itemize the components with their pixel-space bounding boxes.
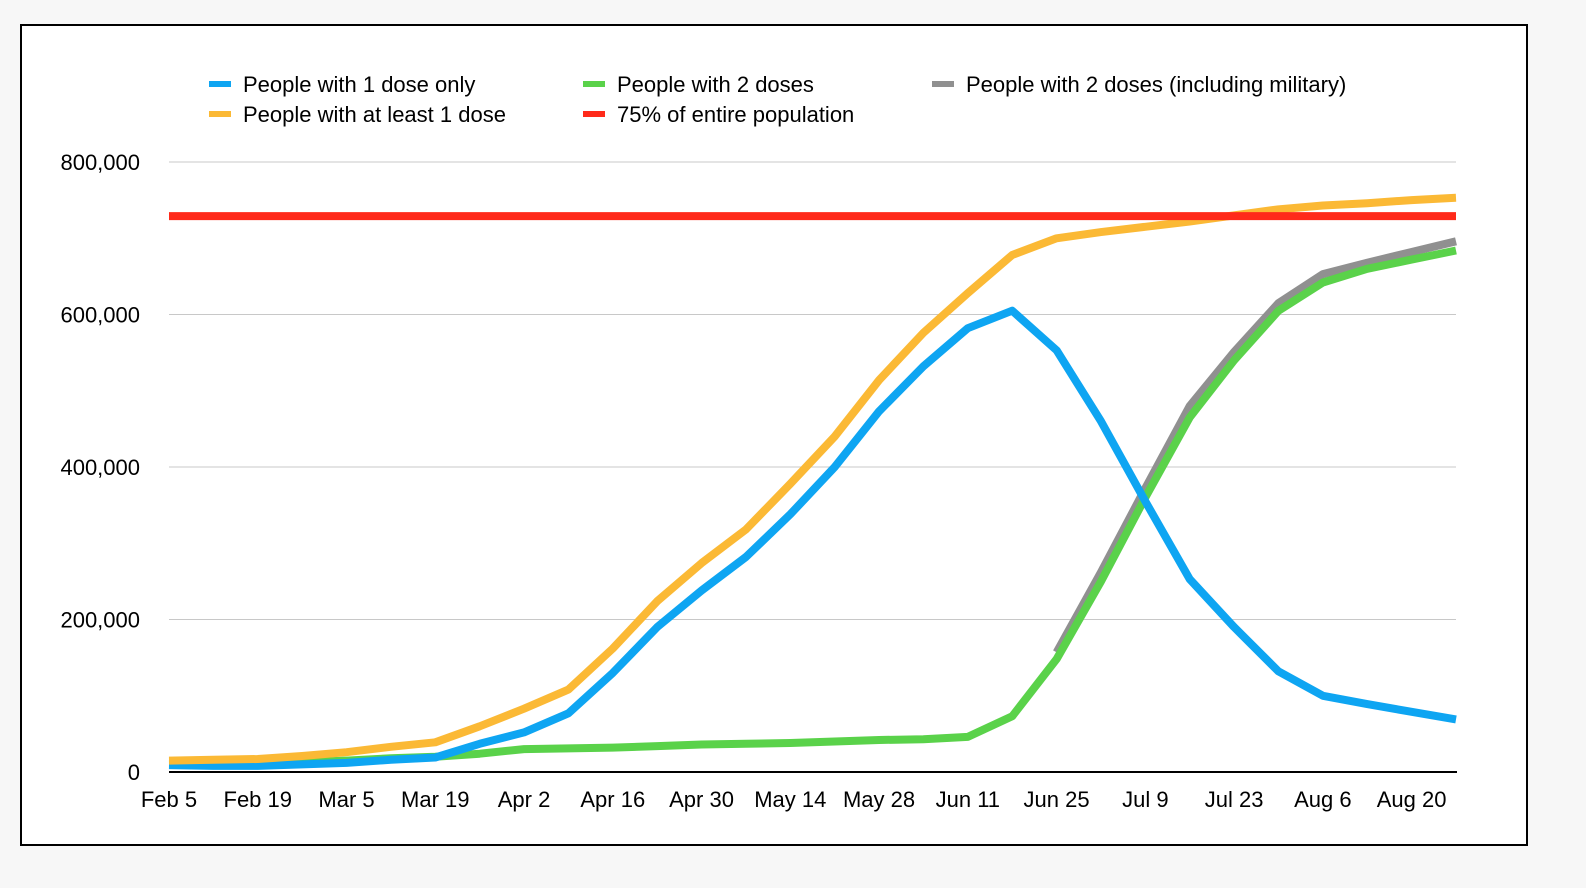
chart-frame: 0 200,000 400,000 600,000 800,000 Feb 5 Feb 1…: [20, 24, 1528, 846]
y-tick-label: 600,000: [60, 303, 140, 328]
legend-label: People with 2 doses (including military): [966, 72, 1346, 97]
x-tick-label: Mar 19: [401, 787, 469, 812]
legend-label: 75% of entire population: [617, 102, 854, 127]
series-lines: [168, 193, 1457, 770]
series-line: [1053, 237, 1457, 655]
x-tick-label: May 28: [843, 787, 915, 812]
x-tick-label: Feb 5: [141, 787, 197, 812]
x-tick-label: Jul 9: [1122, 787, 1168, 812]
x-tick-label: Apr 16: [580, 787, 645, 812]
x-tick-label: Apr 2: [498, 787, 551, 812]
x-tick-label: Feb 19: [224, 787, 293, 812]
y-axis-tick-labels: 0 200,000 400,000 600,000 800,000: [60, 150, 140, 785]
series-line: [168, 246, 1457, 769]
vaccination-line-chart: 0 200,000 400,000 600,000 800,000 Feb 5 Feb 1…: [60, 72, 1457, 812]
series-line: [168, 193, 1457, 765]
y-tick-label: 200,000: [60, 608, 140, 633]
legend-label: People with 2 doses: [617, 72, 814, 97]
y-tick-label: 400,000: [60, 455, 140, 480]
legend-label: People with 1 dose only: [243, 72, 475, 97]
legend-label: People with at least 1 dose: [243, 102, 506, 127]
series-line: [168, 306, 1457, 770]
y-tick-label: 800,000: [60, 150, 140, 175]
x-tick-label: May 14: [754, 787, 826, 812]
x-tick-label: Jul 23: [1205, 787, 1264, 812]
x-tick-label: Jun 25: [1024, 787, 1090, 812]
x-tick-label: Aug 20: [1377, 787, 1447, 812]
x-tick-label: Jun 11: [936, 787, 1000, 812]
x-tick-label: Mar 5: [318, 787, 374, 812]
x-axis-tick-labels: Feb 5 Feb 19 Mar 5 Mar 19 Apr 2 Apr 16 Apr 30 M…: [141, 787, 1447, 812]
x-tick-label: Aug 6: [1294, 787, 1352, 812]
legend: People with 1 dose only People with 2 dos…: [209, 72, 1346, 127]
gridlines: [169, 161, 1456, 620]
y-tick-label: 0: [128, 760, 140, 785]
x-tick-label: Apr 30: [669, 787, 734, 812]
